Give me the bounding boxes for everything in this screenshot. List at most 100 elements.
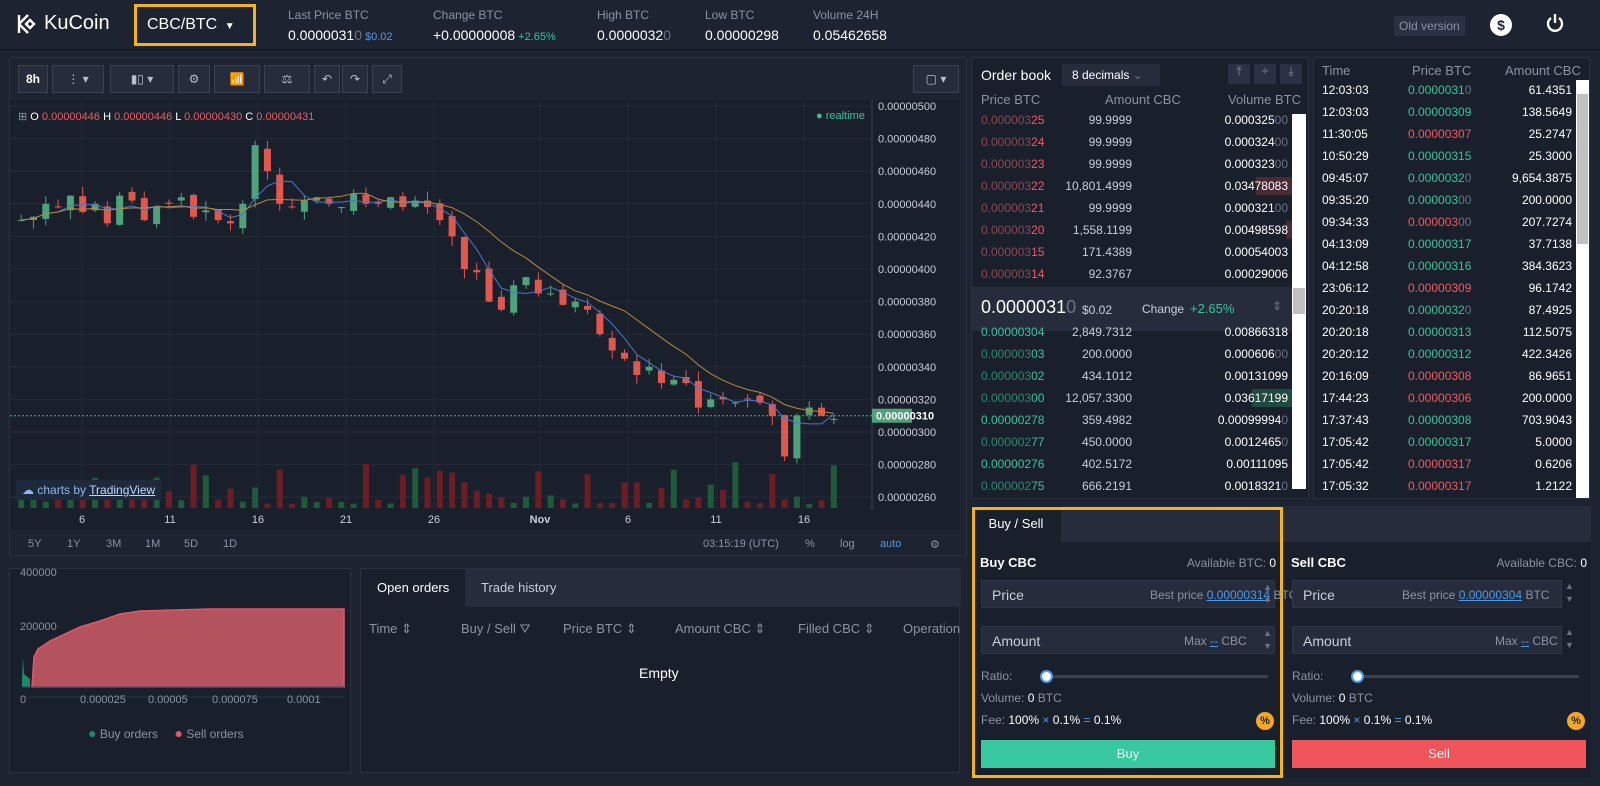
fullscreen-button[interactable]: ⤢ <box>372 65 402 93</box>
trade-row: 09:35:20 0.00000300 200.0000 <box>1314 189 1574 211</box>
pair-selector[interactable]: CBC/BTC ▼ <box>134 4 256 46</box>
bid-row[interactable]: 0.00000300 12,057.3300 0.03617199 <box>972 387 1292 409</box>
orderbook-scrollbar[interactable] <box>1292 114 1306 489</box>
row-price: 0.00000277 <box>981 435 1045 449</box>
col-side[interactable]: Buy / Sell ⛛ <box>461 621 531 636</box>
range-3m[interactable]: 3M <box>106 538 122 550</box>
volume-bar <box>473 490 480 508</box>
power-icon[interactable] <box>1544 12 1566 37</box>
y-tick-label: 0.00000460 <box>878 166 936 178</box>
candle-body <box>448 216 456 237</box>
bid-row[interactable]: 0.00000304 2,849.7312 0.00866318 <box>972 321 1292 343</box>
col-time[interactable]: Time ⇕ <box>369 621 412 636</box>
stepper-icon[interactable]: ▲ ▼ <box>1263 582 1272 605</box>
tab-trade-history[interactable]: Trade history <box>481 580 557 595</box>
trade-price: 0.00000320 <box>1408 303 1472 317</box>
range-1y[interactable]: 1Y <box>67 538 81 550</box>
volume-row: Volume: 0 BTC <box>981 691 1062 705</box>
gear-icon[interactable]: ⚙ <box>930 539 940 551</box>
candle-body <box>411 200 419 207</box>
discount-icon[interactable]: % <box>1256 712 1274 730</box>
decimals-select[interactable]: 8 decimals ⌄ <box>1062 64 1160 86</box>
bid-row[interactable]: 0.00000275 666.2191 0.00183210 <box>972 475 1292 497</box>
ask-row[interactable]: 0.00000321 99.9999 0.00032100 <box>972 197 1292 219</box>
range-1m[interactable]: 1M <box>145 538 161 550</box>
depth-x-tick: 0.000025 <box>80 694 126 706</box>
range-1d[interactable]: 1D <box>223 538 238 550</box>
depth-x-tick: 0.0001 <box>287 694 321 706</box>
buy-price-input[interactable]: Price Best price 0.00000314 BTC ▲ ▼ <box>981 580 1297 608</box>
ask-row[interactable]: 0.00000322 10,801.4999 0.03478083 <box>972 175 1292 197</box>
auto-toggle[interactable]: auto <box>880 538 902 550</box>
best-price-link[interactable]: 0.00000314 <box>1206 588 1271 602</box>
trade-time: 23:06:12 <box>1322 281 1369 295</box>
chevron-down-icon: ▼ <box>224 21 235 32</box>
compare-button[interactable]: ⚖ <box>264 65 310 93</box>
slider-knob[interactable] <box>1040 670 1053 683</box>
trade-amount: 1.2122 <box>1535 479 1572 493</box>
price-chart-svg[interactable]: 0.00000500 0.00000480 0.00000460 0.00000440… <box>10 100 960 530</box>
col-amount-cbc: Amount CBC <box>1105 92 1181 107</box>
col-amount[interactable]: Amount CBC ⇕ <box>675 621 766 636</box>
discount-icon[interactable]: % <box>1567 712 1585 730</box>
col-filled[interactable]: Filled CBC ⇕ <box>798 621 875 636</box>
trade-price: 0.00000300 <box>1408 193 1472 207</box>
bid-row[interactable]: 0.00000303 200.0000 0.00060600 <box>972 343 1292 365</box>
kucoin-logo[interactable]: KuCoin <box>16 12 110 35</box>
bid-row[interactable]: 0.00000278 359.4982 0.000999940 <box>972 409 1292 431</box>
bid-row[interactable]: 0.00000277 450.0000 0.00124650 <box>972 431 1292 453</box>
stepper-icon[interactable]: ▲ ▼ <box>1565 581 1574 604</box>
bids-view-icon[interactable]: ⤓ <box>1280 64 1302 84</box>
sort-icon[interactable]: ⇕ <box>1272 299 1283 313</box>
both-view-icon[interactable]: ÷ <box>1254 64 1276 84</box>
row-amount: 10,801.4999 <box>1065 179 1132 193</box>
sell-button[interactable]: Sell <box>1292 740 1586 768</box>
price-chart[interactable]: 0.00000500 0.00000480 0.00000460 0.00000440… <box>10 100 960 530</box>
interval-menu-button[interactable]: ⋮ ▾ <box>52 65 104 93</box>
settings-button[interactable]: ⚙ <box>178 65 210 93</box>
indicators-button[interactable]: 📶 <box>214 65 260 93</box>
layout-button[interactable]: ▢ ▾ <box>913 65 959 93</box>
ratio-label: Ratio: <box>981 669 1013 683</box>
log-toggle[interactable]: log <box>840 538 855 550</box>
slider-knob[interactable] <box>1351 670 1364 683</box>
old-version-link[interactable]: Old version <box>1394 16 1465 36</box>
bid-row[interactable]: 0.00000302 434.1012 0.00131099 <box>972 365 1292 387</box>
col-price[interactable]: Price BTC ⇕ <box>563 621 637 636</box>
range-5y[interactable]: 5Y <box>28 538 42 550</box>
percent-toggle[interactable]: % <box>805 538 815 550</box>
stepper-icon[interactable]: ▲ ▼ <box>1263 628 1272 651</box>
candle-body <box>263 148 271 172</box>
sell-price-input[interactable]: Price Best price 0.00000304 BTC <box>1292 580 1562 608</box>
bid-row[interactable]: 0.00000276 402.5172 0.00111095 <box>972 453 1292 475</box>
ask-row[interactable]: 0.00000325 99.9999 0.00032500 <box>972 109 1292 131</box>
interval-button[interactable]: 8h <box>18 65 48 93</box>
tab-open-orders[interactable]: Open orders <box>361 569 466 607</box>
best-price-link[interactable]: 0.00000304 <box>1458 588 1523 602</box>
ask-row[interactable]: 0.00000320 1,558.1199 0.00498598 <box>972 219 1292 241</box>
buy-ratio-slider[interactable] <box>1040 670 1268 683</box>
trades-scrollbar[interactable] <box>1576 80 1589 498</box>
sell-amount-input[interactable]: Amount Max -- CBC <box>1292 626 1562 654</box>
redo-button[interactable]: ↷ <box>342 65 368 93</box>
ask-row[interactable]: 0.00000315 171.4389 0.00054003 <box>972 241 1292 263</box>
tab-buy-sell[interactable]: Buy / Sell <box>971 506 1061 542</box>
sell-ratio-slider[interactable] <box>1351 670 1579 683</box>
volume-bar <box>375 499 382 508</box>
buy-button[interactable]: Buy <box>981 740 1275 768</box>
chart-type-button[interactable]: ▮▯ ▾ <box>110 65 174 93</box>
undo-button[interactable]: ↶ <box>314 65 340 93</box>
volume-bar <box>646 502 653 508</box>
buy-amount-input[interactable]: Amount Max -- CBC ▲ ▼ <box>981 626 1275 654</box>
trade-amount: 0.6206 <box>1535 457 1572 471</box>
col-volume-btc: Volume BTC <box>1228 92 1301 107</box>
tradingview-badge[interactable]: ☁ charts by TradingView <box>16 480 162 500</box>
ask-row[interactable]: 0.00000323 99.9999 0.00032300 <box>972 153 1292 175</box>
currency-icon[interactable]: $ <box>1490 14 1512 36</box>
stepper-icon[interactable]: ▲ ▼ <box>1565 627 1574 650</box>
range-5d[interactable]: 5D <box>184 538 199 550</box>
ask-row[interactable]: 0.00000324 99.9999 0.00032400 <box>972 131 1292 153</box>
ask-row[interactable]: 0.00000314 92.3767 0.00029006 <box>972 263 1292 285</box>
volume-bar <box>510 502 517 508</box>
asks-view-icon[interactable]: ⤒ <box>1228 64 1250 84</box>
